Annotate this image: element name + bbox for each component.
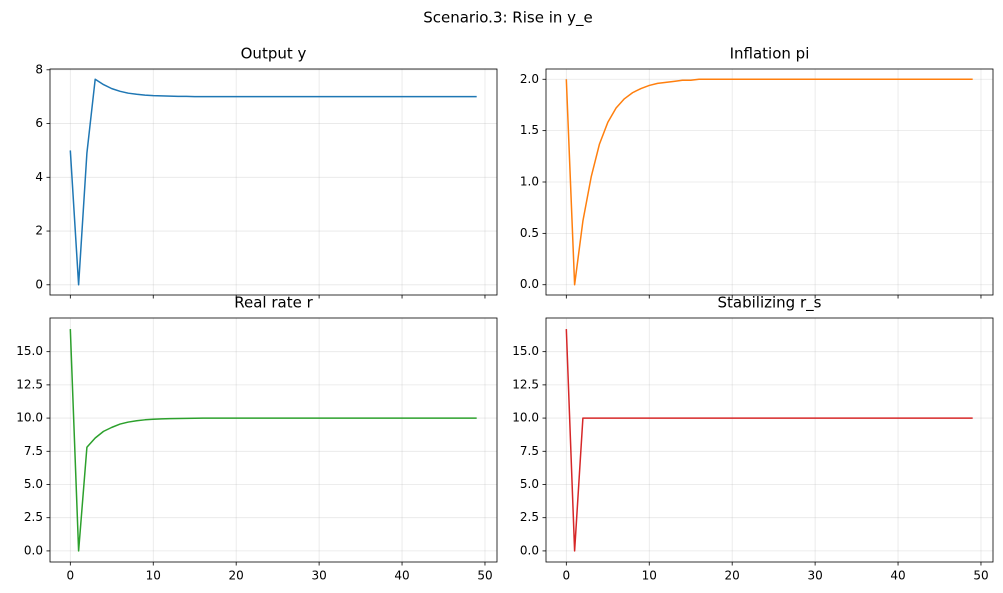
subplot-title: Stabilizing r_s <box>718 294 822 313</box>
y-tick-label: 7.5 <box>520 444 539 458</box>
y-tick-label: 0.0 <box>24 543 43 557</box>
y-tick-label: 0.0 <box>520 543 539 557</box>
figure-title: Scenario.3: Rise in y_e <box>423 9 593 28</box>
y-tick-label: 1.0 <box>520 175 539 189</box>
y-tick-label: 10.0 <box>512 411 539 425</box>
x-tick-label: 10 <box>146 569 161 583</box>
y-tick-label: 1.5 <box>520 123 539 137</box>
x-tick-label: 0 <box>66 569 74 583</box>
x-tick-label: 40 <box>394 569 409 583</box>
x-tick-label: 20 <box>725 569 740 583</box>
x-tick-label: 30 <box>807 569 822 583</box>
axes-frame <box>49 68 498 296</box>
y-tick-label: 15.0 <box>512 344 539 358</box>
x-tick-label: 50 <box>477 569 492 583</box>
subplot-title: Output y <box>241 45 307 63</box>
axes-frame <box>545 317 994 563</box>
y-tick-label: 5.0 <box>24 477 43 491</box>
y-tick-label: 12.5 <box>512 377 539 391</box>
y-tick-label: 15.0 <box>16 344 43 358</box>
y-tick-label: 2 <box>35 224 43 238</box>
y-tick-label: 2.5 <box>520 510 539 524</box>
y-tick-label: 7.5 <box>24 444 43 458</box>
x-tick-label: 10 <box>642 569 657 583</box>
axes-frame <box>49 317 498 563</box>
data-line <box>69 78 477 286</box>
y-tick-label: 2.0 <box>520 72 539 86</box>
y-tick-label: 8 <box>35 62 43 76</box>
data-line <box>69 329 477 552</box>
axes-frame <box>545 68 994 296</box>
y-tick-label: 5.0 <box>520 477 539 491</box>
subplot-title: Real rate r <box>234 294 313 312</box>
x-tick-label: 40 <box>890 569 905 583</box>
data-line <box>565 329 973 552</box>
y-tick-label: 10.0 <box>16 411 43 425</box>
y-tick-label: 0 <box>35 277 43 291</box>
y-tick-label: 0.5 <box>520 226 539 240</box>
y-tick-label: 2.5 <box>24 510 43 524</box>
data-line <box>565 78 973 286</box>
y-tick-label: 0.0 <box>520 277 539 291</box>
x-tick-label: 30 <box>311 569 326 583</box>
y-tick-label: 4 <box>35 170 43 184</box>
x-tick-label: 0 <box>562 569 570 583</box>
x-tick-label: 20 <box>229 569 244 583</box>
y-tick-label: 12.5 <box>16 377 43 391</box>
x-tick-label: 50 <box>973 569 988 583</box>
subplot-title: Inflation pi <box>730 45 810 63</box>
y-tick-label: 6 <box>35 116 43 130</box>
